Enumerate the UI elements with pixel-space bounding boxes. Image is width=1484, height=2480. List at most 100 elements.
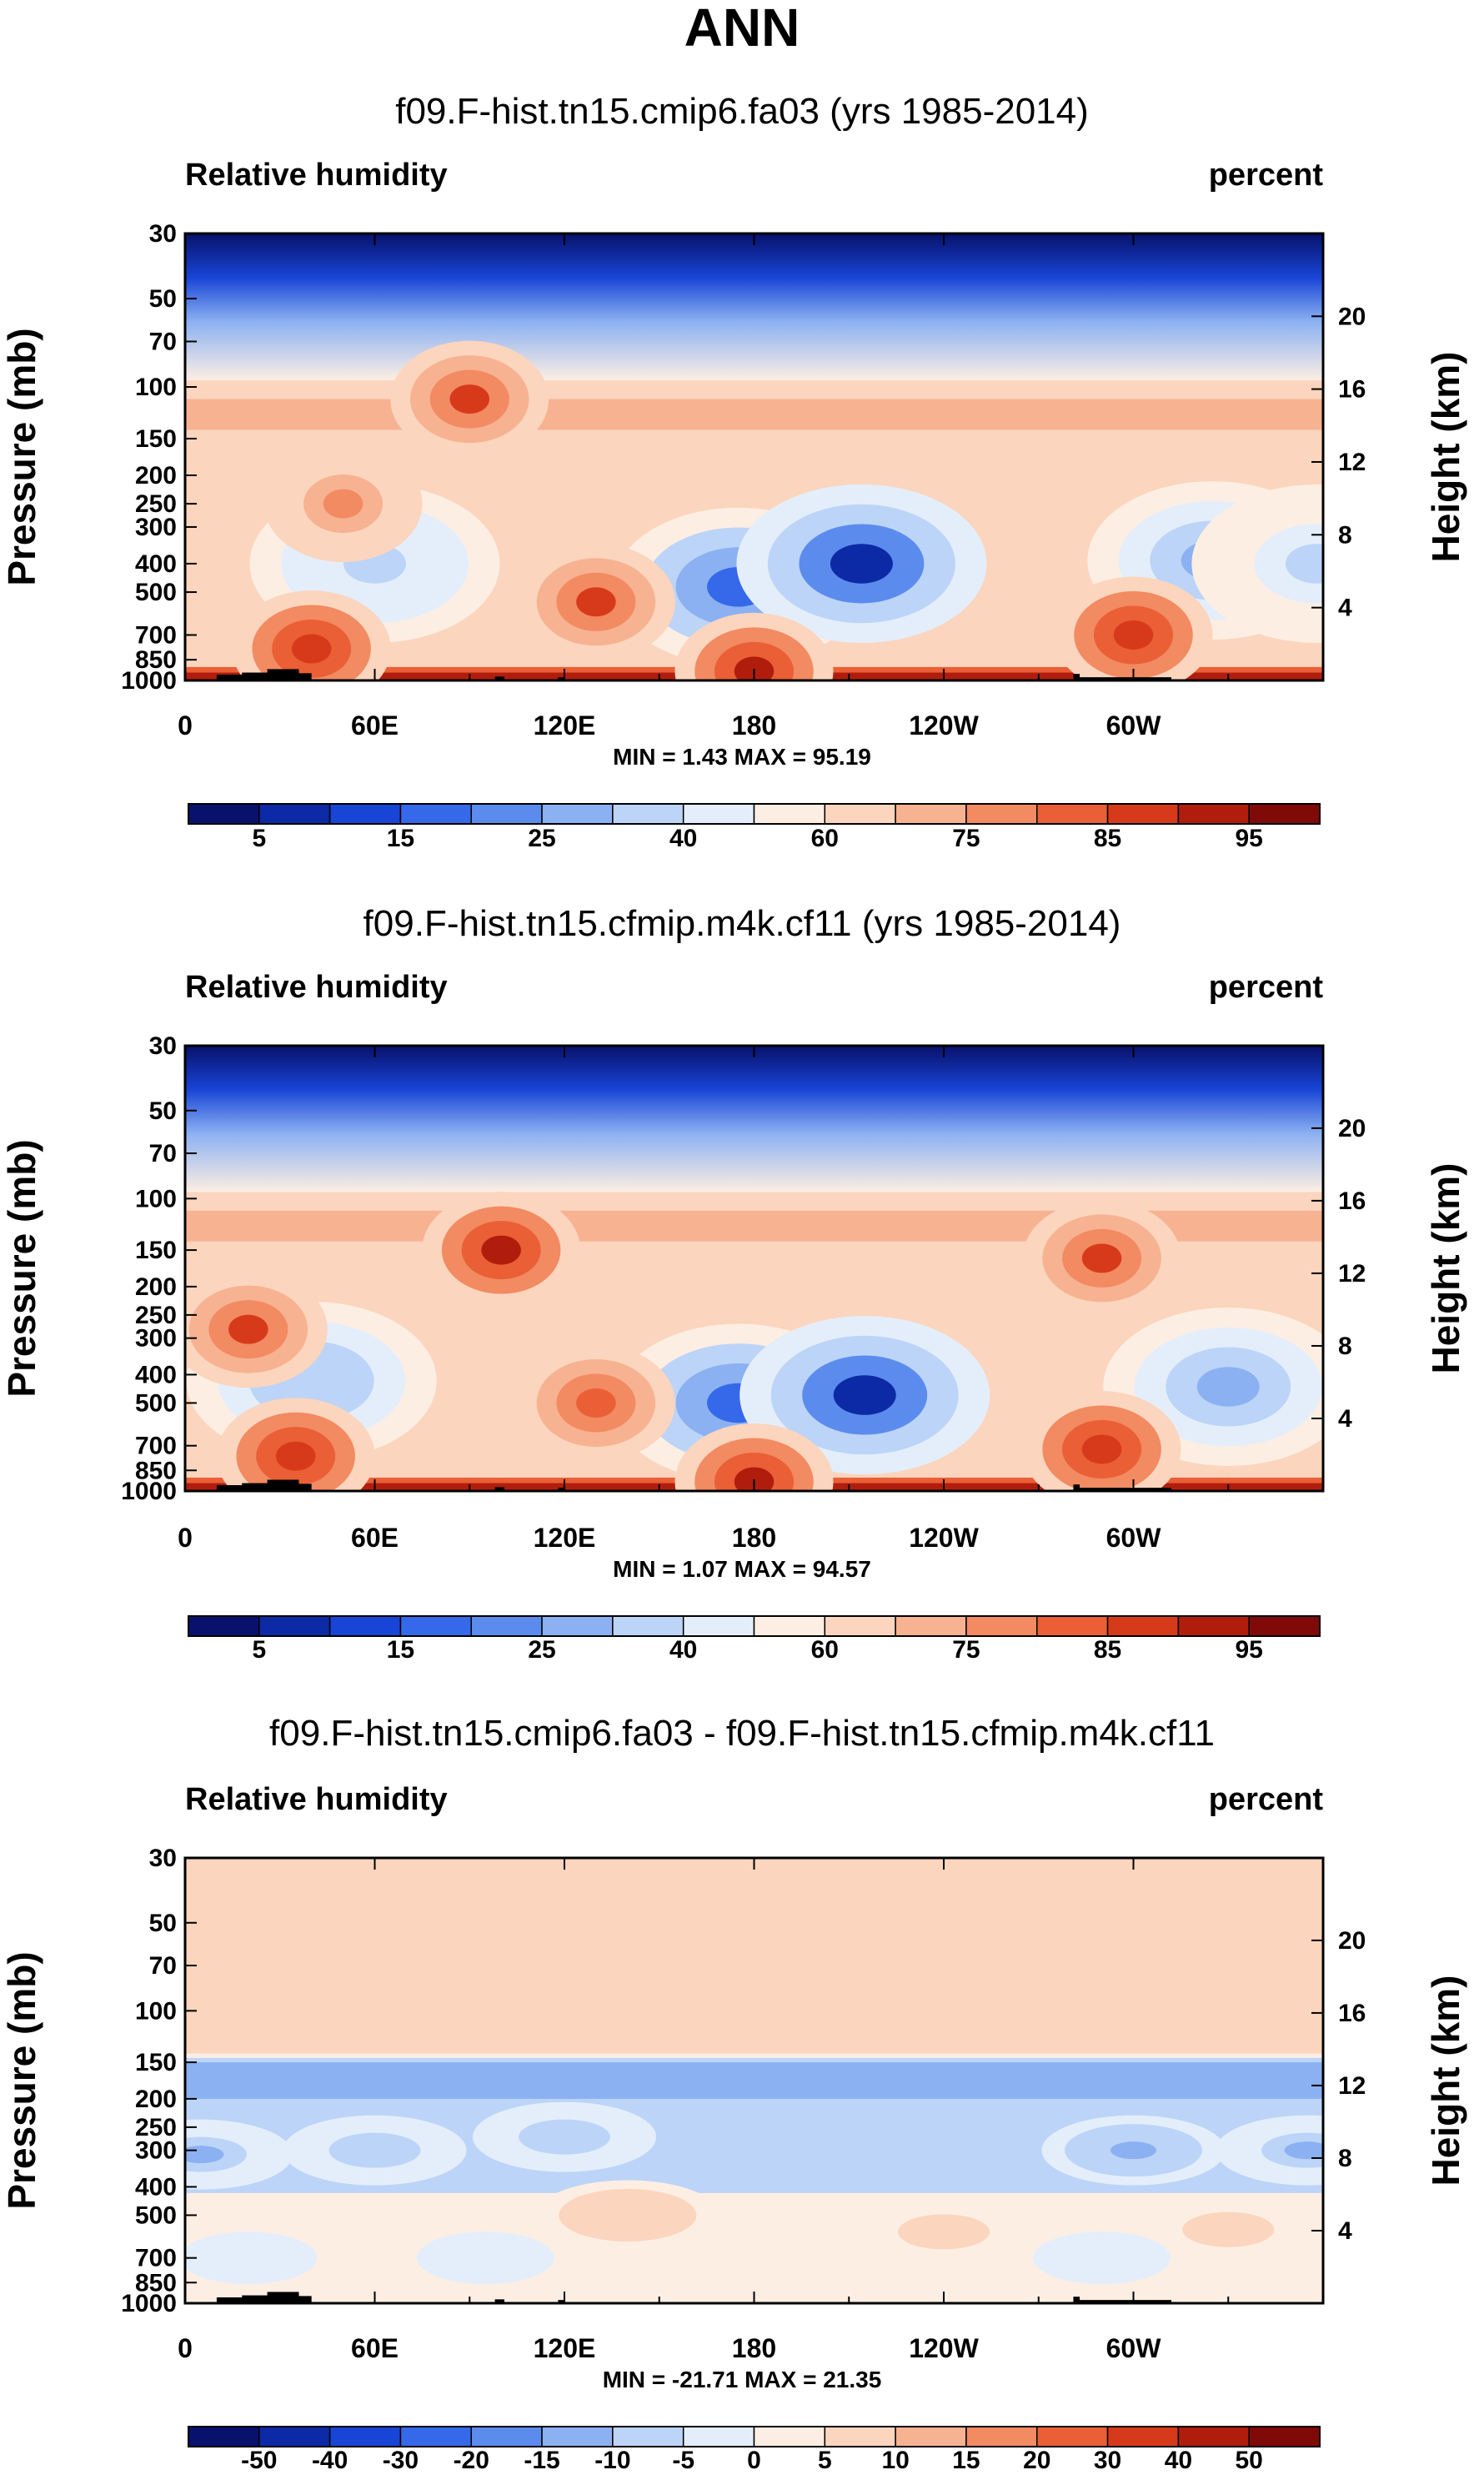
y-tick-label: 30 [149,220,177,248]
y-tick-label: 700 [135,2245,177,2272]
y-tick-label: 850 [135,2269,177,2297]
colorbar-label: 5 [252,1636,266,1664]
colorbar-cell [258,1615,331,1637]
colorbar-cell [399,803,472,825]
colorbar-label: 15 [952,2447,980,2474]
colorbar-label: 60 [811,825,839,852]
colorbar-cell [895,803,967,825]
colorbar-cell [328,803,402,825]
contour-feature [1081,1243,1122,1273]
colorbar-frame [188,2426,1321,2447]
colorbar-label: 25 [528,1636,555,1664]
colorbar-cell [1177,803,1250,825]
colorbar-label: 60 [811,1636,839,1664]
page-title: ANN [684,0,800,58]
orography [242,2295,274,2303]
y-tick-label: 30 [149,1845,177,1872]
colorbar-cell [188,1615,260,1637]
y-tick-label: 200 [135,462,177,489]
height-tick-label: 8 [1338,521,1352,549]
contour-feature [228,1314,268,1344]
y-tick-label: 250 [135,490,177,518]
y-tick-label: 50 [149,1097,177,1125]
colorbar-cell [1036,2426,1109,2447]
height-tick-label: 20 [1338,303,1366,330]
contour-feature [576,587,616,617]
colorbar-cell [824,1615,896,1637]
x-tick-label: 60W [1106,710,1162,740]
x-tick-label: 120W [909,2333,979,2363]
colorbar-cell [188,2426,260,2447]
orography [1080,1488,1171,1491]
right-label: percent [1209,158,1324,193]
y-tick-label: 250 [135,1302,177,1329]
colorbar-cell [1248,2426,1321,2447]
height-tick-label: 12 [1338,1260,1366,1288]
colorbar-cell [682,1615,755,1637]
height-tick-label: 20 [1338,1927,1366,1955]
x-tick-label: 60W [1106,2333,1162,2363]
orography [242,672,274,680]
y-tick-label: 70 [149,329,177,356]
left-label: Relative humidity [185,158,448,193]
y-tick-label: 700 [135,621,177,649]
plot-area [185,1858,1323,2303]
y-tick-label: 400 [135,550,177,578]
colorbar-label: 15 [387,1636,414,1664]
x-tick-label: 60E [351,2333,399,2363]
orography [1073,2297,1080,2303]
orography [267,1479,299,1491]
y-tick-label: 300 [135,2137,177,2165]
contour-feature [604,2206,651,2224]
x-tick-label: 60E [351,1523,399,1553]
contour-feature [1205,2221,1251,2239]
contour-feature [1284,2141,1323,2160]
colorbar-label: -10 [594,2447,630,2474]
orography [558,677,564,680]
colorbar-cell [188,803,260,825]
colorbar-label: -20 [454,2447,489,2474]
orography [1080,2300,1171,2303]
orography [292,1483,312,1491]
y-axis-label-right: Height (km) [1424,1975,1467,2186]
colorbar-cell [258,803,331,825]
contour-feature [225,2249,272,2267]
colorbar-cell [1036,1615,1109,1637]
contour-feature [275,1441,316,1471]
colorbar-cell [965,1615,1038,1637]
orography [494,2299,504,2303]
contour-feature [352,2141,398,2160]
colorbar-cell [470,803,543,825]
contour-feature [1079,2249,1126,2267]
colorbar-cell [470,1615,543,1637]
contour-feature [920,2222,967,2241]
colorbar-cell [541,803,614,825]
y-tick-label: 400 [135,2173,177,2201]
field-band [185,2062,1323,2099]
y-tick-label: 30 [149,1032,177,1060]
colorbar-frame [188,1615,1321,1637]
left-label: Relative humidity [185,970,448,1005]
colorbar-cell [612,1615,684,1637]
contour-feature [481,1235,521,1265]
y-tick-label: 1000 [121,2290,177,2317]
contour-feature [1285,544,1323,584]
colorbar-cell [1036,803,1109,825]
orography [292,2296,312,2303]
colorbar-cell [1177,1615,1250,1637]
colorbar-cell [328,1615,402,1637]
colorbar-label: -50 [241,2447,277,2474]
y-tick-label: 700 [135,1433,177,1460]
colorbar-cell [1177,2426,1250,2447]
y-tick-label: 1000 [121,1478,177,1505]
colorbar-label: 85 [1094,825,1121,852]
y-axis-label: Pressure (mb) [0,1139,43,1397]
x-tick-label: 60W [1106,1523,1162,1553]
colorbar-label: -30 [383,2447,419,2474]
y-tick-label: 50 [149,1910,177,1937]
stratosphere-band [185,1046,1323,1192]
colorbar-label: 75 [952,1636,980,1664]
height-tick-label: 4 [1338,2217,1352,2245]
colorbar-label: 15 [387,825,414,852]
height-tick-label: 16 [1338,2000,1366,2027]
